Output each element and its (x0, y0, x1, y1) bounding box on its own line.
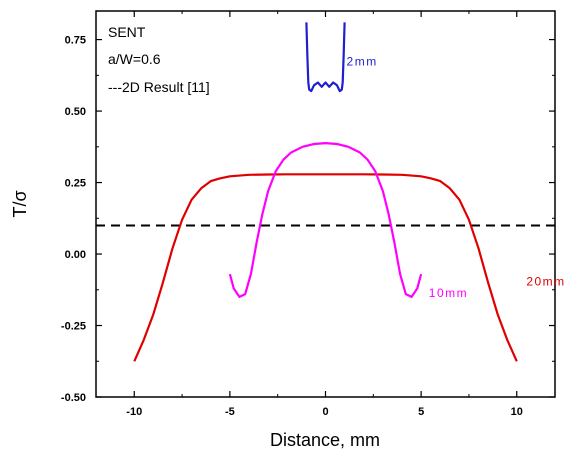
y-axis-label: T/σ (10, 190, 30, 217)
x-tick-label: 0 (322, 406, 328, 418)
series-label-10mm: 10mm (429, 286, 468, 300)
y-tick-label: -0.25 (61, 321, 86, 333)
series-label-2mm: 2mm (347, 54, 378, 68)
series-line-2mm (305, 22, 346, 93)
annotation-ratio: a/W=0.6 (108, 51, 161, 67)
annotation-reference: ---2D Result [11] (108, 79, 210, 95)
ticks-group (96, 11, 555, 398)
series-group (96, 22, 555, 362)
x-axis-label: Distance, mm (270, 430, 380, 450)
y-tick-label: 0.25 (65, 178, 86, 190)
x-tick-label: 10 (511, 406, 523, 418)
series-line-20mm (133, 173, 518, 362)
series-label-20mm: 20mm (526, 274, 565, 288)
plot-frame (95, 10, 556, 398)
y-tick-label: 0.75 (65, 35, 86, 47)
y-tick-label: -0.50 (61, 392, 86, 404)
y-tick-label: 0.50 (65, 106, 86, 118)
x-tick-label: -10 (126, 406, 142, 418)
x-tick-label: 5 (418, 406, 424, 418)
series-line-10mm (228, 142, 423, 298)
x-tick-label: -5 (225, 406, 235, 418)
y-tick-label: 0.00 (65, 249, 86, 261)
series-labels-group: 20mm 10mm 2mm (347, 54, 565, 300)
tick-labels-group: -10 -5 0 5 10 -0.50 -0.25 0.00 0.25 0.50 0.75 (61, 35, 523, 418)
annotation-specimen: SENT (108, 24, 146, 40)
